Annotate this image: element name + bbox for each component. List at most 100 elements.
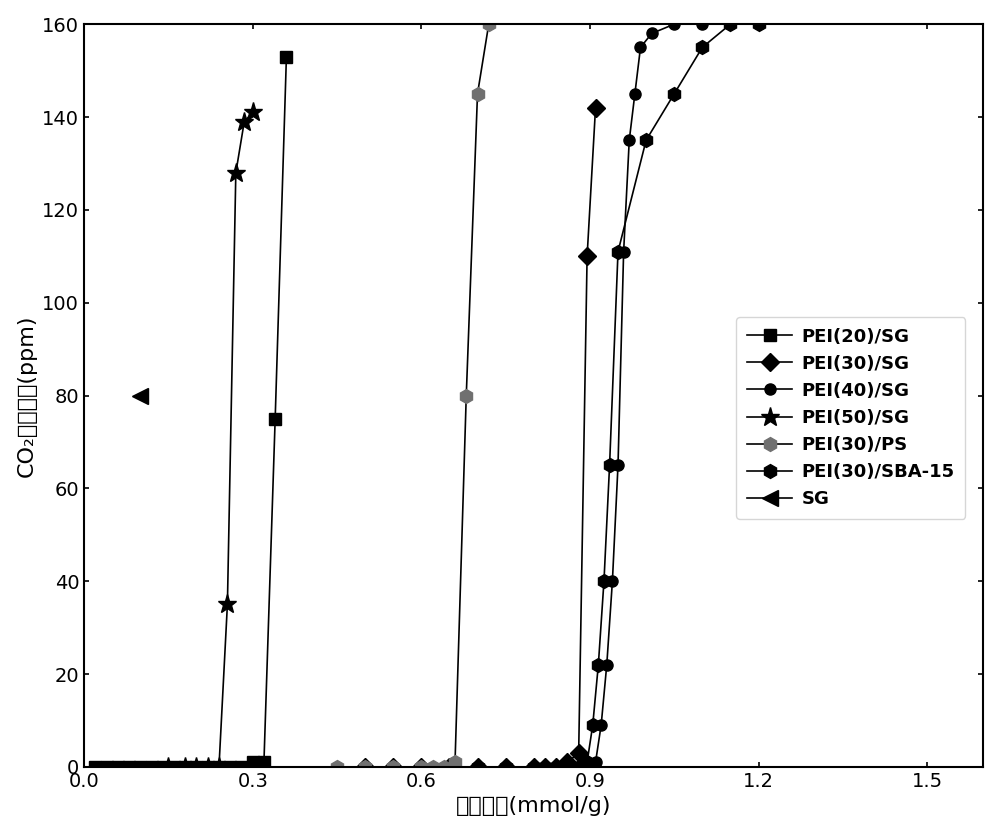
- PEI(30)/SG: [550, 762, 562, 772]
- PEI(30)/SBA-15: [724, 19, 736, 29]
- PEI(40)/SG: [584, 762, 596, 772]
- PEI(30)/SG: [415, 762, 427, 772]
- PEI(30)/SBA-15: [668, 89, 680, 99]
- PEI(40)/SG: [601, 660, 613, 670]
- PEI(20)/SG: [168, 762, 180, 772]
- PEI(20)/SG: [112, 762, 124, 772]
- PEI(40)/SG: [753, 19, 765, 29]
- Line: PEI(30)/SBA-15: PEI(30)/SBA-15: [471, 17, 765, 774]
- PEI(30)/SBA-15: [573, 762, 585, 772]
- PEI(30)/SBA-15: [581, 757, 593, 767]
- PEI(40)/SG: [387, 762, 399, 772]
- PEI(40)/SG: [472, 762, 484, 772]
- PEI(40)/SG: [539, 762, 551, 772]
- PEI(40)/SG: [561, 762, 573, 772]
- PEI(40)/SG: [618, 247, 630, 257]
- PEI(30)/SG: [387, 762, 399, 772]
- PEI(20)/SG: [202, 762, 214, 772]
- PEI(40)/SG: [443, 762, 455, 772]
- PEI(50)/SG: [202, 762, 214, 772]
- Line: PEI(50)/SG: PEI(50)/SG: [159, 102, 262, 776]
- PEI(30)/SG: [573, 748, 585, 758]
- PEI(50)/SG: [247, 107, 259, 117]
- PEI(30)/PS: [438, 762, 450, 772]
- Line: PEI(30)/SG: PEI(30)/SG: [359, 102, 602, 773]
- PEI(30)/PS: [387, 762, 399, 772]
- PEI(50)/SG: [238, 117, 250, 127]
- PEI(30)/SBA-15: [612, 247, 624, 257]
- PEI(30)/SBA-15: [696, 42, 708, 52]
- PEI(40)/SG: [634, 42, 646, 52]
- PEI(30)/SBA-15: [592, 660, 604, 670]
- PEI(40)/SG: [500, 762, 512, 772]
- PEI(20)/SG: [190, 762, 202, 772]
- PEI(40)/SG: [606, 576, 618, 586]
- PEI(20)/SG: [247, 757, 259, 767]
- PEI(30)/SG: [590, 102, 602, 112]
- PEI(30)/SBA-15: [753, 19, 765, 29]
- PEI(20)/SG: [224, 762, 236, 772]
- PEI(30)/SG: [359, 762, 371, 772]
- PEI(30)/PS: [331, 762, 343, 772]
- PEI(50)/SG: [230, 167, 242, 177]
- PEI(30)/SBA-15: [528, 762, 540, 772]
- PEI(30)/SG: [528, 762, 540, 772]
- PEI(30)/SG: [472, 762, 484, 772]
- PEI(40)/SG: [550, 762, 562, 772]
- PEI(30)/SG: [500, 762, 512, 772]
- PEI(30)/SBA-15: [587, 721, 599, 731]
- PEI(20)/SG: [157, 762, 169, 772]
- PEI(20)/SG: [213, 762, 225, 772]
- PEI(30)/SG: [581, 252, 593, 262]
- PEI(30)/PS: [359, 762, 371, 772]
- PEI(30)/SBA-15: [604, 460, 616, 470]
- PEI(40)/SG: [646, 28, 658, 38]
- PEI(20)/SG: [235, 762, 247, 772]
- PEI(50)/SG: [190, 762, 202, 772]
- PEI(40)/SG: [528, 762, 540, 772]
- PEI(30)/PS: [427, 762, 439, 772]
- PEI(20)/SG: [258, 757, 270, 767]
- PEI(40)/SG: [623, 135, 635, 145]
- PEI(40)/SG: [415, 762, 427, 772]
- Line: PEI(40)/SG: PEI(40)/SG: [388, 18, 764, 772]
- PEI(20)/SG: [134, 762, 146, 772]
- PEI(30)/PS: [415, 762, 427, 772]
- Legend: PEI(20)/SG, PEI(30)/SG, PEI(40)/SG, PEI(50)/SG, PEI(30)/PS, PEI(30)/SBA-15, SG: PEI(20)/SG, PEI(30)/SG, PEI(40)/SG, PEI(…: [736, 317, 965, 519]
- PEI(40)/SG: [668, 19, 680, 29]
- PEI(40)/SG: [629, 89, 641, 99]
- PEI(20)/SG: [89, 762, 101, 772]
- PEI(30)/SG: [539, 762, 551, 772]
- PEI(20)/SG: [269, 414, 281, 424]
- PEI(30)/PS: [449, 757, 461, 767]
- PEI(50)/SG: [179, 762, 191, 772]
- PEI(40)/SG: [724, 19, 736, 29]
- Line: PEI(20)/SG: PEI(20)/SG: [89, 51, 293, 773]
- X-axis label: 透过容量(mmol/g): 透过容量(mmol/g): [456, 796, 611, 816]
- PEI(50)/SG: [162, 762, 174, 772]
- PEI(30)/SBA-15: [500, 762, 512, 772]
- PEI(20)/SG: [123, 762, 135, 772]
- PEI(30)/SBA-15: [550, 762, 562, 772]
- PEI(40)/SG: [696, 19, 708, 29]
- PEI(40)/SG: [590, 757, 602, 767]
- PEI(30)/PS: [472, 89, 484, 99]
- PEI(50)/SG: [221, 600, 233, 610]
- PEI(20)/SG: [280, 52, 292, 62]
- Line: PEI(30)/PS: PEI(30)/PS: [330, 17, 496, 774]
- PEI(30)/SG: [561, 757, 573, 767]
- PEI(30)/SBA-15: [561, 762, 573, 772]
- PEI(40)/SG: [595, 721, 607, 731]
- PEI(20)/SG: [101, 762, 113, 772]
- PEI(30)/SG: [443, 762, 455, 772]
- PEI(30)/SBA-15: [598, 576, 610, 586]
- PEI(30)/PS: [483, 19, 495, 29]
- PEI(40)/SG: [573, 762, 585, 772]
- PEI(20)/SG: [179, 762, 191, 772]
- Y-axis label: CO₂出口浓度(ppm): CO₂出口浓度(ppm): [17, 314, 37, 476]
- PEI(30)/SBA-15: [640, 135, 652, 145]
- PEI(50)/SG: [213, 762, 225, 772]
- PEI(40)/SG: [612, 460, 624, 470]
- PEI(30)/PS: [460, 391, 472, 401]
- PEI(30)/SBA-15: [472, 762, 484, 772]
